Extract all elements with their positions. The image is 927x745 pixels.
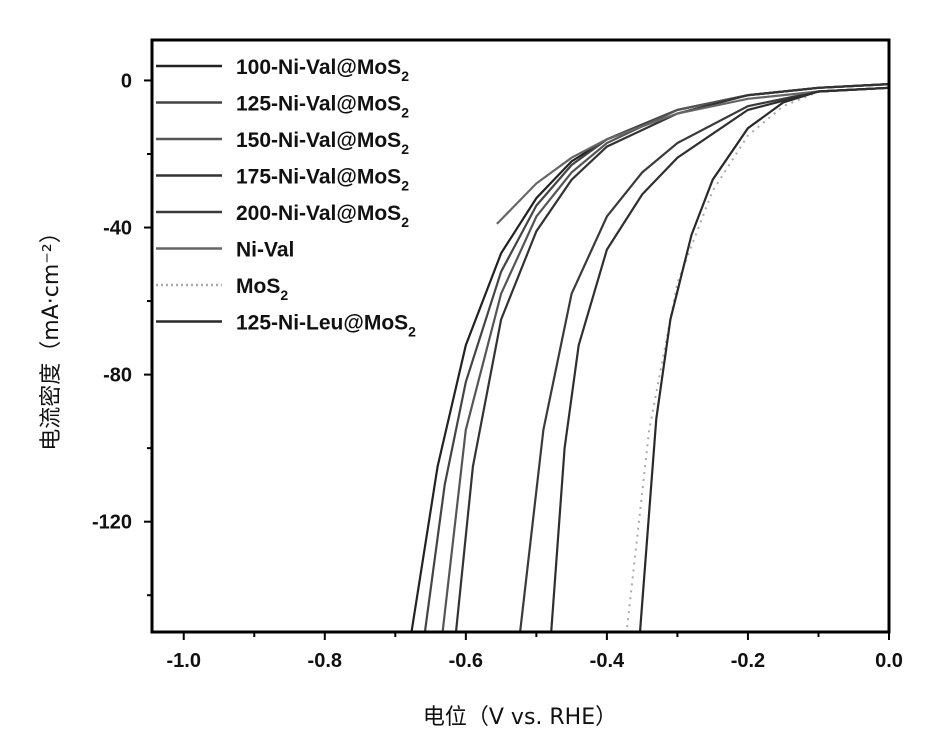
legend: 100-Ni-Val@MoS2 125-Ni-Val@MoS2 150-Ni-Val… [156,56,416,340]
y-tick-label: -80 [103,365,132,387]
x-axis-title: 电位（V vs. RHE） [423,705,617,730]
lsv-chart: -1.0 -0.8 -0.6 -0.4 -0.2 0.0 0 -40 -80 -120 100-N… [0,0,927,745]
x-tick-label: -1.0 [167,650,201,672]
legend-label: 175-Ni-Val@MoS2 [236,166,409,194]
legend-label: 125-Ni-Leu@MoS2 [236,312,416,340]
x-tick-label: -0.4 [590,650,625,672]
x-tick-label: -0.8 [308,650,342,672]
legend-label: MoS2 [236,275,288,303]
x-tick-label: -0.6 [449,650,483,672]
legend-label: 125-Ni-Val@MoS2 [236,93,409,121]
y-tick-label: -40 [103,218,132,240]
y-tick-label: 0 [121,70,132,92]
ticks-group: -1.0 -0.8 -0.6 -0.4 -0.2 0.0 0 -40 -80 -120 [92,70,903,672]
series-line-7 [640,88,889,632]
x-tick-label: 0.0 [875,650,903,672]
series-line-3 [456,84,889,632]
legend-label: 100-Ni-Val@MoS2 [236,56,409,84]
legend-label: 150-Ni-Val@MoS2 [236,129,409,157]
curves-group [412,84,890,632]
y-tick-label: -120 [92,512,132,534]
legend-label: 200-Ni-Val@MoS2 [236,202,409,230]
x-tick-label: -0.2 [731,650,765,672]
legend-label: Ni-Val [236,239,294,262]
y-axis-title: 电流密度（mA·cm⁻²） [39,221,64,450]
